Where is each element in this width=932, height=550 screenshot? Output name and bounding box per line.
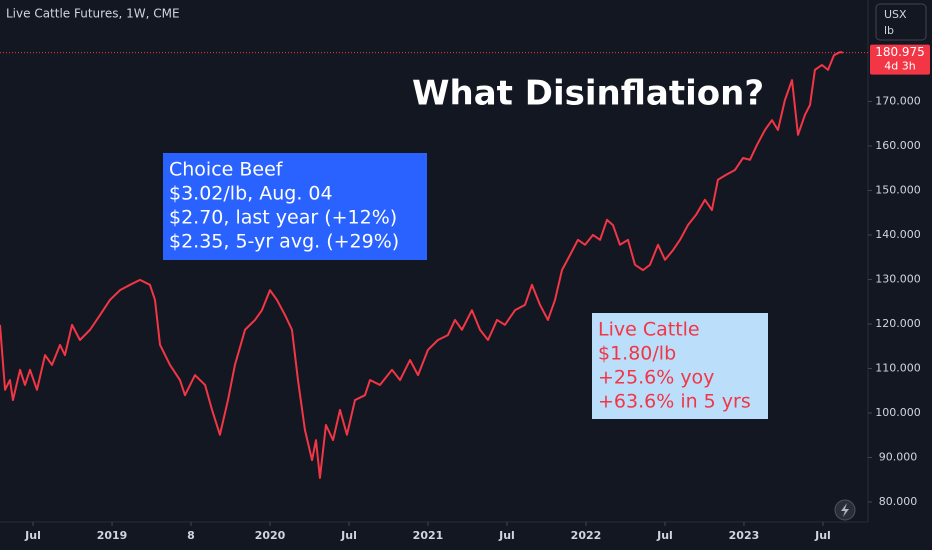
annotation-text: Choice Beef [169,159,284,181]
last-price-label: 180.975 [875,45,925,59]
x-tick-label: Jul [814,529,831,542]
y-tick-label: 170.000 [875,94,921,107]
lightning-icon[interactable] [834,499,856,521]
annotation-box [163,153,427,260]
x-tick-label: 8 [187,529,195,542]
countdown: 4d 3h [884,60,915,73]
x-tick-label: 2022 [571,529,602,542]
x-tick-label: 2020 [255,529,286,542]
y-tick-label: 120.000 [875,317,921,330]
y-tick-label: 150.000 [875,183,921,196]
x-tick-label: Jul [24,529,41,542]
last-price-tag [870,44,930,75]
currency: USX [884,8,907,21]
annotation-text: $3.02/lb, Aug. 04 [169,183,333,205]
x-tick-label: 2023 [729,529,760,542]
annotation-text: Live Cattle [598,319,700,341]
y-tick-label: 160.000 [875,139,921,152]
annotation-text: +25.6% yoy [598,367,714,389]
annotation-text: $2.70, last year (+12%) [169,207,397,229]
unit: lb [884,24,894,37]
y-tick-label: 140.000 [875,228,921,241]
y-tick-label: 100.000 [875,406,921,419]
annotation-text: $1.80/lb [598,343,676,365]
annotation-text: $2.35, 5-yr avg. (+29%) [169,231,399,253]
unit-box[interactable] [875,3,927,41]
x-tick-label: 2021 [413,529,444,542]
x-tick-label: Jul [498,529,515,542]
annotation: Live Cattle$1.80/lb+25.6% yoy+63.6% in 5… [592,313,768,419]
annotation: Choice Beef$3.02/lb, Aug. 04$2.70, last … [163,153,427,260]
annotation-box [592,313,768,419]
y-tick-label: 90.000 [879,450,918,463]
y-tick-label: 80.000 [879,495,918,508]
symbol-title: Live Cattle Futures, 1W, CME [6,7,180,21]
y-tick-label: 110.000 [875,361,921,374]
price-line [0,51,844,479]
x-tick-label: Jul [340,529,357,542]
x-tick-label: Jul [656,529,673,542]
y-tick-label: 130.000 [875,272,921,285]
x-tick-label: 2019 [97,529,128,542]
annotation-text: +63.6% in 5 yrs [598,391,751,413]
chart-title: What Disinflation? [412,74,764,114]
